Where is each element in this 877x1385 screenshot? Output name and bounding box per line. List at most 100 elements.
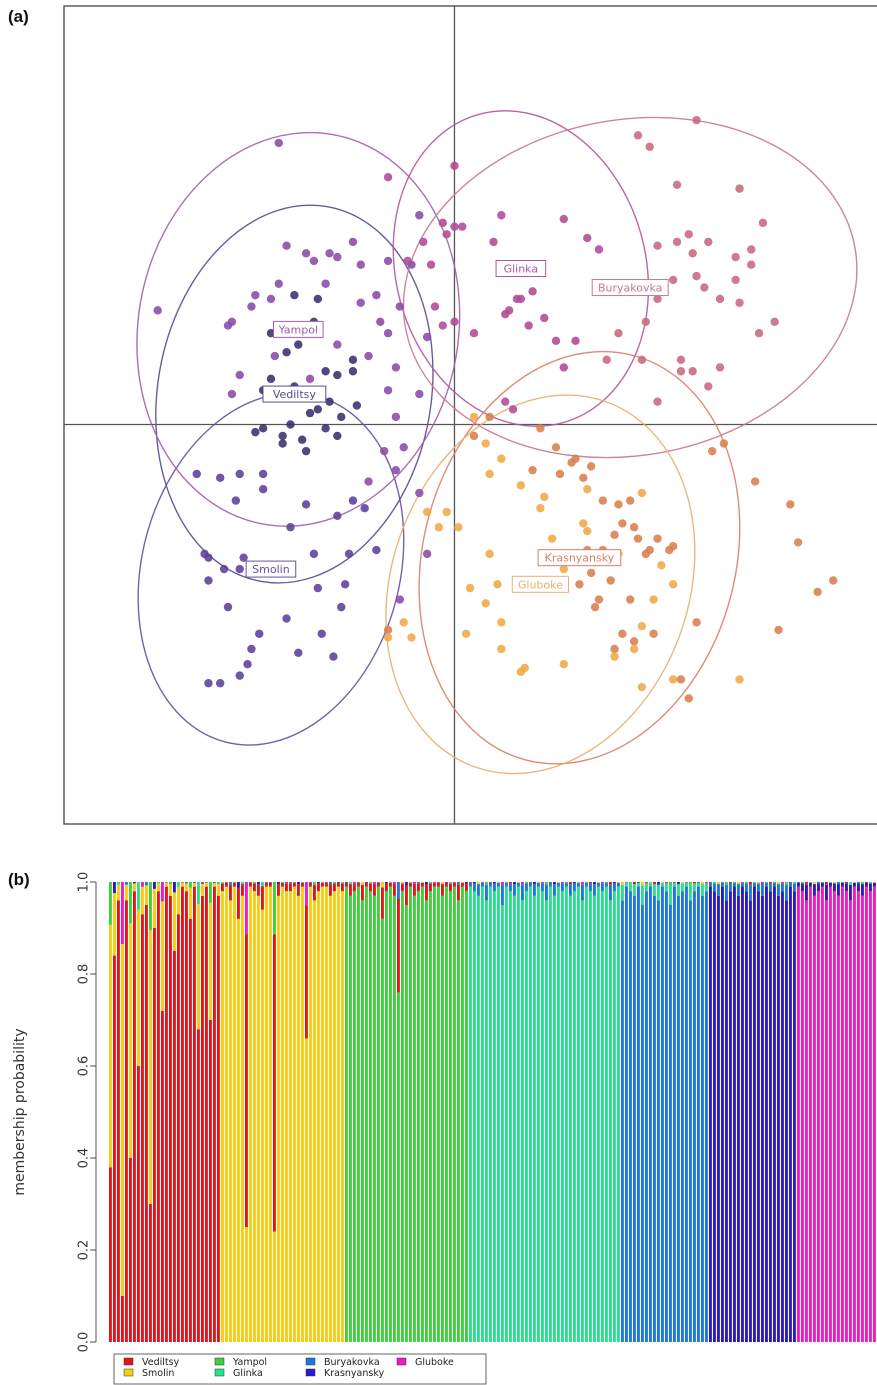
segment-glinka (793, 882, 796, 884)
segment-gluboke (453, 882, 456, 883)
membership-column (589, 882, 592, 1342)
segment-gluboke (781, 882, 784, 884)
segment-smolin (225, 886, 228, 1342)
segment-vediltsy (673, 882, 676, 883)
point-yampol (223, 321, 233, 330)
membership-column (389, 882, 392, 1342)
membership-column (445, 882, 448, 1342)
membership-column (729, 882, 732, 1342)
segment-vediltsy (353, 883, 356, 892)
membership-column (657, 882, 660, 1342)
membership-column (337, 882, 340, 1342)
segment-krasnyansky (797, 882, 800, 887)
panel-b-label: (b) (8, 870, 30, 889)
segment-krasnyansky (805, 884, 808, 901)
membership-column (621, 882, 624, 1342)
segment-glinka (601, 891, 604, 1342)
membership-column (125, 882, 128, 1342)
point-vediltsy (333, 370, 342, 380)
segment-gluboke (481, 882, 484, 883)
segment-vediltsy (341, 883, 344, 892)
segment-gluboke (721, 882, 724, 883)
membership-column (489, 882, 492, 1342)
segment-krasnyansky (789, 886, 792, 1342)
segment-buryakovka (709, 882, 712, 887)
group-label-text-vediltsy: Vediltsy (273, 388, 317, 401)
scatter-ellipses (136, 110, 858, 775)
segment-vediltsy (405, 885, 408, 905)
segment-smolin (213, 882, 216, 887)
point-vediltsy (266, 374, 276, 384)
segment-gluboke (853, 886, 856, 1342)
segment-glinka (705, 883, 708, 892)
segment-krasnyansky (513, 882, 516, 885)
segment-vediltsy (421, 882, 424, 887)
segment-krasnyansky (573, 882, 576, 884)
segment-buryakovka (857, 882, 860, 884)
segment-glinka (713, 882, 716, 884)
point-smolin (258, 484, 268, 494)
segment-glinka (473, 891, 476, 1342)
segment-gluboke (325, 882, 328, 883)
segment-buryakovka (477, 884, 480, 896)
segment-gluboke (601, 882, 604, 884)
point-glinka (450, 161, 459, 170)
legend-swatch (305, 1368, 316, 1377)
segment-krasnyansky (677, 882, 680, 885)
ellipse-buryakovka (402, 116, 858, 459)
segment-yampol (189, 882, 192, 888)
segment-vediltsy (141, 914, 144, 1342)
legend-label: Yampol (232, 1357, 267, 1368)
segment-buryakovka (521, 884, 524, 901)
segment-glinka (593, 895, 596, 1342)
point-krasnyansky (590, 602, 600, 612)
point-smolin (282, 614, 291, 623)
segment-glinka (581, 900, 584, 1342)
segment-buryakovka (553, 884, 556, 896)
point-vediltsy (321, 367, 330, 376)
segment-glinka (685, 882, 688, 887)
segment-glinka (541, 891, 544, 1342)
segment-krasnyansky (657, 882, 660, 885)
segment-buryakovka (717, 884, 720, 896)
segment-krasnyansky (873, 882, 876, 887)
segment-krasnyansky (869, 883, 872, 892)
membership-column (521, 882, 524, 1342)
segment-smolin (201, 884, 204, 896)
membership-column (149, 882, 152, 1342)
segment-buryakovka (437, 882, 440, 883)
point-gluboke (481, 599, 490, 608)
segment-vediltsy (769, 882, 772, 884)
segment-smolin (813, 882, 816, 885)
point-gluboke (668, 675, 678, 684)
point-krasnyansky (579, 473, 588, 482)
membership-column (757, 882, 760, 1342)
point-smolin (239, 553, 248, 562)
membership-column (345, 882, 348, 1342)
segment-buryakovka (557, 882, 560, 887)
segment-glinka (573, 891, 576, 1342)
segment-buryakovka (673, 886, 676, 1342)
segment-vediltsy (169, 895, 172, 1342)
point-gluboke (649, 595, 658, 604)
group-label-box-smolin (245, 560, 297, 578)
point-glinka (540, 313, 549, 323)
segment-glinka (197, 882, 200, 905)
panel-a-label: (a) (8, 7, 29, 26)
group-label-text-krasnyansky: Krasnyansky (545, 552, 615, 565)
point-vediltsy (305, 408, 315, 418)
segment-yampol (449, 891, 452, 1342)
segment-vediltsy (445, 882, 448, 887)
segment-smolin (281, 886, 284, 1342)
segment-buryakovka (509, 883, 512, 892)
segment-vediltsy (177, 914, 180, 1342)
segment-yampol (393, 895, 396, 1342)
point-smolin (337, 602, 346, 612)
segment-yampol (605, 882, 608, 883)
point-yampol (415, 211, 424, 220)
point-buryakovka (668, 275, 678, 285)
membership-column (785, 882, 788, 1342)
group-label-box-buryakovka (591, 279, 669, 297)
segment-glinka (673, 882, 676, 887)
segment-vediltsy (285, 883, 288, 892)
